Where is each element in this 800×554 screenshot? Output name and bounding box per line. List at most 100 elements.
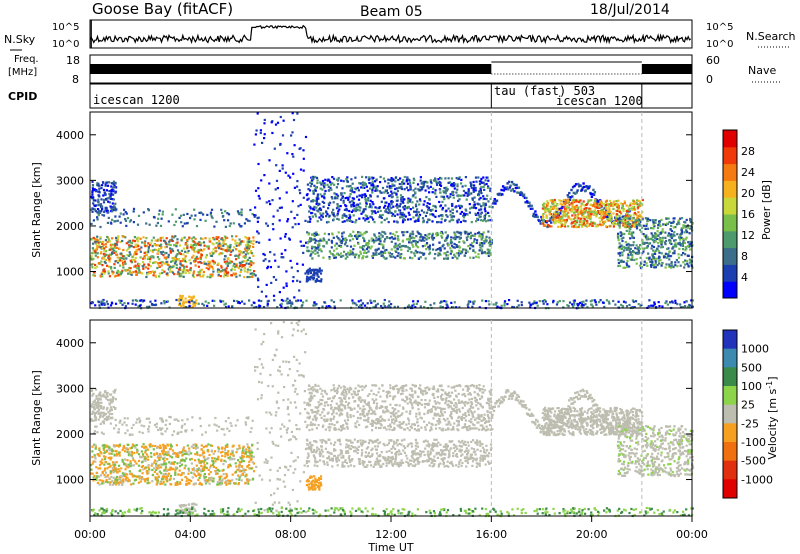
range-cell — [337, 210, 340, 213]
range-cell — [633, 224, 636, 227]
range-cell — [450, 301, 453, 304]
range-cell — [324, 189, 327, 193]
range-cell — [464, 232, 467, 235]
range-cell — [224, 243, 228, 246]
range-cell — [546, 303, 549, 306]
range-cell — [263, 253, 266, 257]
range-cell — [473, 184, 476, 187]
range-cell — [207, 301, 210, 305]
range-cell — [97, 212, 100, 215]
range-cell — [413, 210, 416, 213]
range-cell — [605, 213, 608, 217]
range-cell — [503, 300, 507, 303]
range-cell — [200, 448, 203, 451]
range-cell — [322, 212, 325, 215]
range-cell — [238, 302, 241, 305]
range-cell — [654, 221, 657, 224]
range-cell — [366, 302, 369, 305]
range-cell — [621, 203, 624, 206]
range-cell — [466, 231, 469, 234]
range-cell — [548, 225, 551, 228]
range-cell — [394, 242, 397, 245]
range-cell — [335, 193, 338, 196]
range-cell — [93, 274, 96, 277]
range-cell — [171, 248, 174, 251]
range-cell — [164, 451, 167, 454]
range-cell — [599, 200, 602, 203]
range-cell — [580, 217, 583, 220]
range-cell — [366, 199, 369, 202]
range-cell — [273, 299, 276, 302]
range-cell — [631, 205, 635, 208]
range-cell — [343, 243, 347, 246]
range-cell — [620, 237, 623, 240]
range-cell — [333, 192, 336, 195]
range-cell — [108, 275, 111, 278]
range-cell — [665, 256, 668, 259]
range-cell — [302, 149, 305, 152]
range-cell — [370, 206, 373, 209]
range-cell — [249, 240, 253, 243]
range-cell — [290, 301, 293, 304]
range-cell — [226, 260, 229, 263]
range-cell — [182, 300, 185, 303]
range-cell — [98, 187, 101, 190]
range-cell — [547, 223, 550, 227]
range-cell — [394, 249, 397, 252]
range-cell — [668, 265, 671, 268]
range-cell — [383, 231, 386, 234]
range-cell — [451, 193, 454, 196]
range-cell — [420, 239, 423, 242]
range-cell — [180, 275, 183, 278]
range-cell — [171, 213, 174, 216]
range-cell — [316, 197, 319, 200]
range-cell — [164, 475, 167, 478]
range-cell — [617, 264, 620, 268]
range-cell — [392, 255, 395, 258]
range-cell — [96, 235, 99, 238]
range-cell — [259, 129, 262, 132]
range-cell — [679, 238, 682, 241]
range-cell — [222, 244, 225, 247]
range-cell — [154, 303, 158, 306]
range-cell — [682, 241, 685, 244]
range-cell — [217, 236, 220, 239]
range-cell — [411, 236, 414, 239]
range-cell — [516, 191, 519, 194]
range-cell — [466, 304, 469, 307]
range-cell — [103, 272, 106, 275]
range-cell — [274, 259, 277, 262]
range-cell — [251, 461, 254, 464]
range-cell — [292, 172, 295, 175]
range-cell — [682, 226, 685, 230]
range-cell — [540, 215, 543, 219]
range-cell — [400, 196, 403, 200]
range-cell — [91, 184, 95, 187]
range-cell — [635, 220, 638, 223]
range-cell — [604, 220, 607, 223]
range-cell — [685, 218, 688, 221]
range-cell — [625, 209, 628, 212]
range-cell — [114, 244, 117, 247]
range-cell — [252, 262, 255, 265]
range-cell — [354, 176, 357, 179]
range-cell — [678, 247, 681, 250]
range-cell — [428, 247, 432, 250]
range-cell — [211, 464, 215, 467]
range-cell — [192, 270, 196, 273]
range-cell — [357, 242, 360, 245]
range-cell — [97, 301, 101, 304]
range-cell — [441, 236, 444, 239]
range-cell — [131, 302, 134, 305]
range-cell — [241, 447, 245, 450]
range-cell — [407, 304, 411, 307]
range-cell — [369, 182, 372, 185]
range-cell — [470, 186, 473, 189]
range-cell — [357, 256, 360, 259]
range-cell — [365, 202, 368, 205]
range-cell — [587, 216, 590, 219]
range-cell — [320, 218, 323, 221]
range-cell — [511, 188, 515, 191]
range-cell — [119, 273, 123, 276]
range-cell — [582, 300, 585, 303]
